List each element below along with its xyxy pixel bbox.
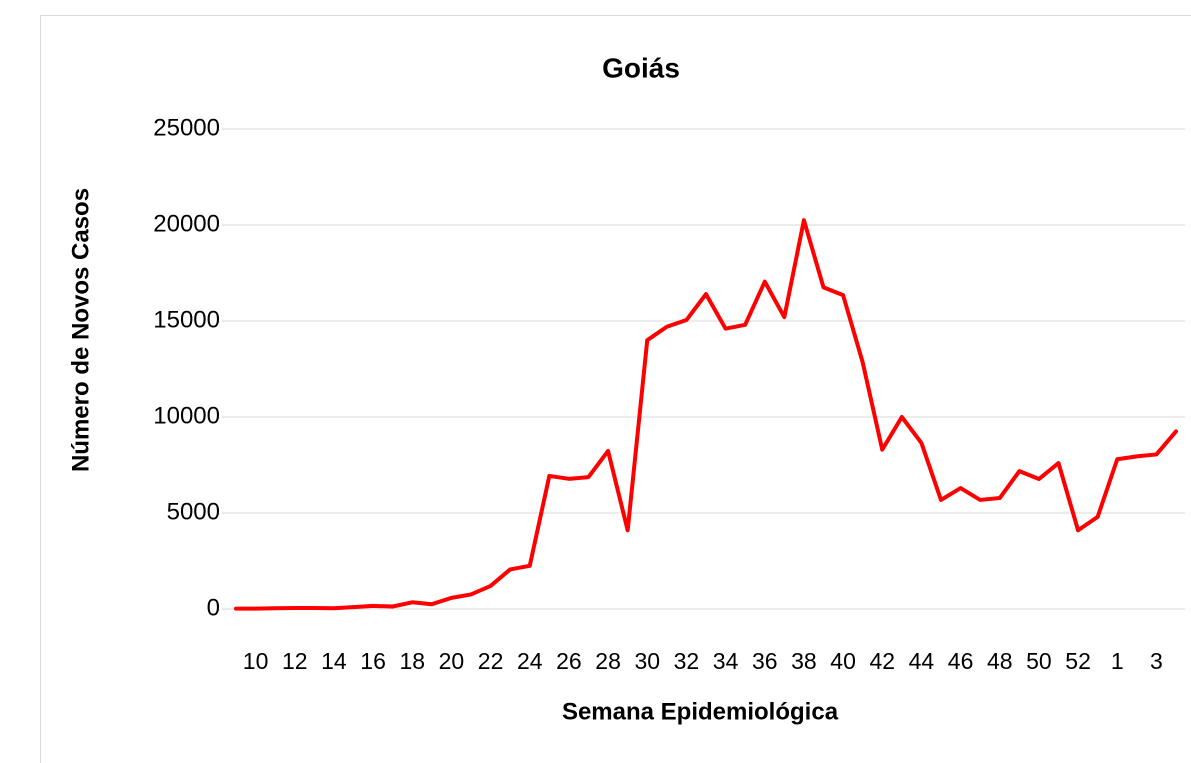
x-tick-label: 52 xyxy=(1065,648,1091,674)
y-tick-label: 25000 xyxy=(153,114,220,141)
x-tick-label: 16 xyxy=(360,648,386,674)
x-tick-label: 44 xyxy=(909,648,935,674)
x-tick-label: 14 xyxy=(321,648,347,674)
y-tick-label: 10000 xyxy=(153,402,220,429)
x-tick-label: 28 xyxy=(595,648,621,674)
x-tick-label: 50 xyxy=(1026,648,1052,674)
x-tick-label: 30 xyxy=(634,648,660,674)
y-tick-label: 15000 xyxy=(153,306,220,333)
x-tick-label: 42 xyxy=(869,648,895,674)
x-tick-label: 34 xyxy=(713,648,739,674)
y-axis-title: Número de Novos Casos xyxy=(67,188,94,472)
x-tick-label: 22 xyxy=(478,648,504,674)
y-tick-label: 0 xyxy=(207,594,220,621)
x-tick-label: 20 xyxy=(439,648,465,674)
x-tick-label: 18 xyxy=(399,648,425,674)
x-tick-label: 36 xyxy=(752,648,778,674)
x-tick-label: 3 xyxy=(1150,648,1163,674)
x-tick-label: 1 xyxy=(1111,648,1124,674)
x-tick-label: 10 xyxy=(243,648,269,674)
y-tick-label: 5000 xyxy=(167,498,220,525)
x-tick-label: 24 xyxy=(517,648,543,674)
x-tick-label: 46 xyxy=(948,648,974,674)
chart-title: Goiás xyxy=(602,52,680,83)
x-tick-label: 32 xyxy=(674,648,700,674)
y-tick-label: 20000 xyxy=(153,210,220,237)
chart-frame xyxy=(40,15,1191,763)
x-tick-label: 38 xyxy=(791,648,817,674)
x-axis-title: Semana Epidemiológica xyxy=(562,698,839,725)
data-line xyxy=(234,218,1178,611)
x-tick-label: 26 xyxy=(556,648,582,674)
x-tick-label: 40 xyxy=(830,648,856,674)
x-tick-label: 12 xyxy=(282,648,308,674)
x-tick-label: 48 xyxy=(987,648,1013,674)
